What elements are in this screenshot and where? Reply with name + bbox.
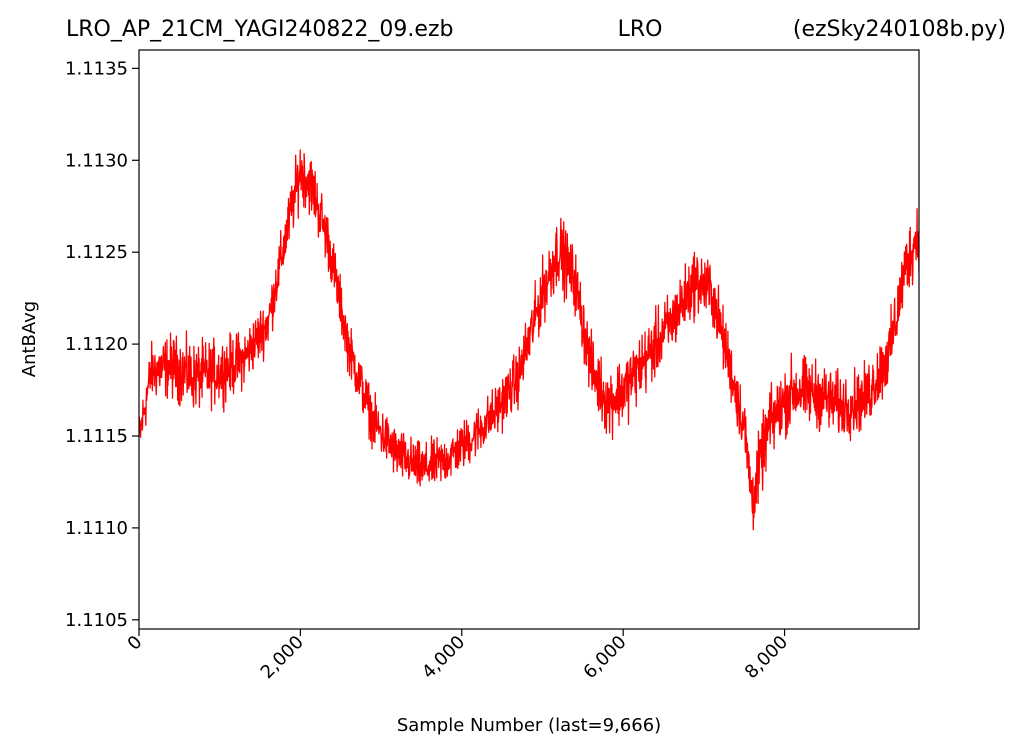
plot-frame (138, 49, 920, 630)
x-tick-label: 8,000 (741, 632, 792, 683)
x-tick-label: 6,000 (579, 632, 630, 683)
y-tick-label: 1.1130 (65, 150, 128, 171)
y-tick-label: 1.1125 (65, 242, 128, 263)
y-axis-ticks: 1.1105 1.1110 1.1115 1.1120 1.1125 1.1130 1.11… (65, 58, 139, 631)
chart-title-left: LRO_AP_21CM_YAGI240822_09.ezb (66, 17, 453, 42)
x-tick-label: 2,000 (257, 632, 308, 683)
y-tick-label: 1.1120 (65, 334, 128, 355)
chart-title-right: (ezSky240108b.py) (793, 17, 1006, 42)
y-tick-label: 1.1110 (65, 518, 128, 539)
y-tick-label: 1.1115 (65, 426, 128, 447)
data-series-line (139, 149, 919, 531)
x-axis-label: Sample Number (last=9,666) (397, 715, 661, 736)
plot-area (139, 149, 919, 531)
y-tick-label: 1.1135 (65, 58, 128, 79)
x-tick-label: 0 (124, 632, 147, 655)
y-axis-label: AntBAvg (19, 301, 40, 377)
x-axis-ticks: 0 2,000 4,000 6,000 8,000 (124, 629, 792, 683)
y-tick-label: 1.1105 (65, 610, 128, 631)
x-tick-label: 4,000 (418, 632, 469, 683)
chart-title-center: LRO (618, 17, 663, 42)
